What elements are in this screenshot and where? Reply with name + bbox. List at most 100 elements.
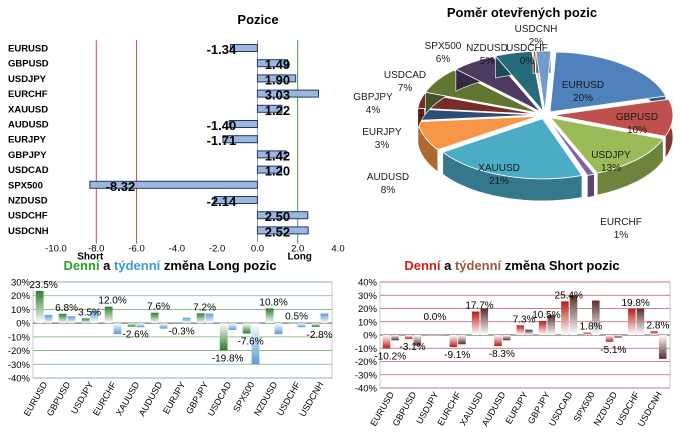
pie-slice-value: 0% <box>520 56 535 67</box>
pie-slice-label: GBPJPY <box>353 92 393 103</box>
position-value-label: 1.49 <box>265 57 290 72</box>
position-bar <box>228 120 258 128</box>
position-bar <box>256 104 283 113</box>
pie-slice <box>549 51 667 113</box>
category-label: NZDUSD <box>8 196 48 207</box>
weekly-change-bar <box>90 310 99 324</box>
weekly-change-bar <box>614 335 622 338</box>
change-data-label: -3.1% <box>400 342 426 353</box>
pie-slice <box>535 50 552 112</box>
weekly-change-bar <box>228 323 237 330</box>
position-bar <box>229 44 258 52</box>
position-bar <box>256 59 288 68</box>
position-value-label: 1.90 <box>265 72 290 87</box>
pie-slice-value: 1% <box>614 230 629 241</box>
change-data-label: -2.6% <box>123 330 149 341</box>
change-data-label: 7.6% <box>147 302 170 313</box>
short-change-chart: Denní a týdenní změna Short pozic 40% 30%… <box>355 258 671 428</box>
change-data-label: 10.8% <box>259 297 287 308</box>
daily-change-bar <box>35 290 44 324</box>
pie-slice-label: EURJPY <box>362 127 402 138</box>
daily-change-bar <box>538 321 547 335</box>
daily-change-bar <box>150 312 159 324</box>
y-tick-label: -20% <box>8 346 31 357</box>
pie-slice <box>417 93 538 115</box>
weekly-change-bar <box>636 308 645 335</box>
change-data-label: 17.7% <box>465 301 493 312</box>
pie-slice-value: 3% <box>375 140 390 151</box>
change-data-label: -10.2% <box>374 352 406 363</box>
daily-change-bar <box>265 308 274 324</box>
title-part: a <box>100 258 114 273</box>
weekly-change-bar <box>435 335 444 336</box>
pie-slice-label: XAUUSD <box>478 163 520 174</box>
position-value-label: -8.32 <box>106 179 136 194</box>
category-label: USDCNH <box>8 226 49 237</box>
x-tick-label: 2.0 <box>291 244 304 255</box>
weekly-change-bar <box>205 313 214 324</box>
daily-change-bar <box>288 322 297 324</box>
y-tick-label: -40% <box>8 374 31 385</box>
pie-slice <box>549 117 664 174</box>
pie-slice-value: 21% <box>489 176 509 187</box>
pie-slice-side <box>587 173 595 198</box>
pie-slice-value: 7% <box>398 83 413 94</box>
weekly-change-bar <box>569 295 578 335</box>
pie-slice <box>441 118 583 180</box>
y-tick-label: 40% <box>358 278 378 289</box>
weekly-change-bar <box>251 323 260 365</box>
y-tick-label: -20% <box>355 357 378 368</box>
title-part: Denní <box>63 258 100 273</box>
y-tick-label: -10% <box>8 332 31 343</box>
category-label: EURCHF <box>8 89 48 100</box>
change-data-label: -19.8% <box>212 353 244 364</box>
change-data-label: 10.5% <box>532 310 560 321</box>
weekly-change-bar <box>413 335 422 346</box>
change-data-label: -9.1% <box>444 350 470 361</box>
pie-slice <box>454 56 541 113</box>
daily-change-bar <box>628 308 636 335</box>
x-tick-label: -6.0 <box>128 244 144 255</box>
open-positions-pie-title: Poměr otevřených pozic <box>447 5 597 20</box>
position-bar <box>256 150 287 159</box>
position-value-label: 2.50 <box>265 209 290 224</box>
y-tick-label: -40% <box>355 384 378 395</box>
pie-slice-label: USDCHF <box>506 43 548 54</box>
position-bar <box>256 165 283 174</box>
pie-slice-value: 5% <box>480 56 495 67</box>
y-tick-label: 30% <box>11 278 31 289</box>
title-part: změna Long pozic <box>160 258 276 273</box>
position-value-label: -1.40 <box>207 118 237 133</box>
pie-slice-label: AUDUSD <box>367 172 409 183</box>
title-part: Denní <box>404 258 441 273</box>
change-data-label: 19.8% <box>621 298 649 309</box>
position-value-label: -2.14 <box>207 194 237 209</box>
daily-change-bar <box>173 323 182 324</box>
change-data-label: 0.0% <box>423 312 446 323</box>
pie-slice <box>552 98 674 137</box>
pie-slice-label: USDCNH <box>515 24 558 35</box>
pie-slice <box>424 69 539 114</box>
category-label: EURUSD <box>8 44 48 55</box>
daily-change-bar <box>404 335 413 340</box>
change-data-label: -8.3% <box>489 349 515 360</box>
change-data-label: 7.2% <box>193 302 216 313</box>
pie-slice-value: 8% <box>381 185 396 196</box>
weekly-change-bar <box>44 314 53 324</box>
change-data-label: 7.3% <box>513 314 536 325</box>
position-bar <box>256 211 309 220</box>
weekly-change-bar <box>182 317 191 324</box>
change-data-label: 2.8% <box>647 320 670 331</box>
weekly-change-bar <box>320 313 329 324</box>
x-tick-label: -4.0 <box>169 244 185 255</box>
daily-change-bar <box>650 331 658 335</box>
position-value-label: 2.52 <box>265 224 290 239</box>
y-tick-label: 0% <box>16 319 30 330</box>
position-bar <box>89 180 258 189</box>
y-tick-label: 20% <box>358 304 378 315</box>
daily-change-bar <box>196 313 205 324</box>
pie-slice-value: 2% <box>529 37 544 48</box>
daily-change-bar <box>583 332 592 335</box>
weekly-change-bar <box>159 323 168 329</box>
weekly-change-bar <box>480 308 489 335</box>
